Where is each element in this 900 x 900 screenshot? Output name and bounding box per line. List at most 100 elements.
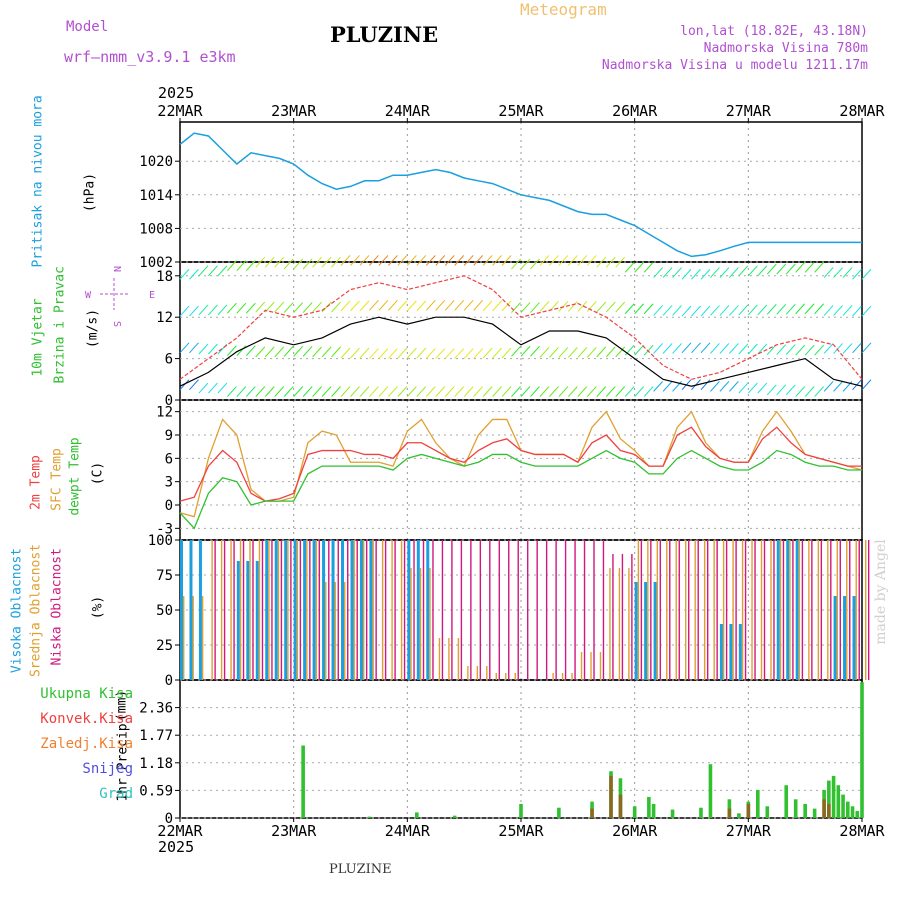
cloud-mid-bar: [400, 540, 403, 680]
wind-barb: [511, 258, 521, 270]
cloud-mid-bar: [675, 540, 677, 680]
precip-ytick-label: 1.77: [139, 728, 173, 744]
wind-barb: [558, 347, 569, 358]
cloud-high-bar: [246, 561, 250, 680]
cloud-mid-bar: [741, 540, 744, 680]
precip-conv-bar: [746, 803, 751, 818]
wind-barb: [567, 301, 578, 312]
wind-barb: [331, 301, 341, 313]
wind-barb: [217, 382, 228, 394]
cloud-low-bar: [725, 540, 728, 680]
cloud-low-bar: [233, 540, 235, 680]
cloud-low-bar: [403, 540, 406, 680]
cloud-low-bar: [384, 540, 387, 680]
wind-barb: [321, 346, 332, 358]
wind-barb: [283, 386, 294, 397]
cloud-low-bar: [498, 540, 500, 680]
cloud-mid-bar: [685, 540, 687, 680]
cloud-ytick-label: 0: [165, 673, 173, 689]
wind-barb: [293, 345, 304, 357]
wind-barb: [236, 386, 247, 397]
wind-barb: [321, 256, 332, 268]
cloud-low-bar: [706, 540, 709, 680]
cloud-low-bar: [593, 540, 595, 680]
precip-conv-bar: [822, 799, 826, 818]
wind-barb: [823, 305, 834, 316]
wind-barb: [719, 381, 730, 392]
wind-barb: [198, 265, 209, 277]
cloud-low-bar: [820, 540, 823, 680]
wind-barb: [208, 304, 218, 316]
precip-total-bar: [784, 785, 789, 818]
wind-barb: [530, 258, 540, 270]
cloud-mid-bar: [798, 540, 801, 680]
cloud-mid-bar: [590, 652, 592, 680]
wind-barb: [283, 345, 294, 357]
wind-barb: [823, 267, 834, 278]
precip-total-bar: [651, 803, 656, 818]
wind-barb: [615, 386, 626, 397]
wind-barb: [293, 386, 304, 397]
wind-barb: [501, 347, 512, 359]
model-altitude-text: Nadmorska Visina u modelu 1211.17m: [601, 58, 868, 73]
wind-barb: [255, 346, 266, 358]
wind-barb: [852, 305, 862, 317]
wind-barb: [397, 386, 408, 397]
cloud-mid-bar: [277, 540, 280, 680]
cloud-mid-bar: [836, 540, 838, 680]
precip-total-bar: [415, 812, 419, 818]
wind-barb: [567, 255, 578, 266]
wind-barb: [406, 255, 417, 266]
cloud-low-bar: [489, 540, 491, 680]
wind-barb: [444, 386, 455, 397]
cloud-low-bar: [631, 554, 633, 680]
wind-barb: [226, 386, 237, 397]
wind-barb: [567, 386, 578, 397]
cloud-mid-bar: [855, 540, 857, 680]
wind-barb: [567, 347, 578, 358]
time-label-top: 23MAR: [271, 102, 317, 120]
precip-conv-bar: [609, 775, 613, 818]
wind-barb: [530, 302, 540, 313]
wind-barb: [245, 302, 256, 314]
cloud-mid-bar: [580, 652, 583, 680]
wind-barb: [463, 386, 474, 397]
wind-barb: [539, 386, 550, 397]
wind-barb: [624, 303, 635, 315]
cloud-mid-bar: [609, 568, 611, 680]
wind-barb: [615, 346, 626, 358]
wind-barb: [691, 342, 701, 354]
station-title: PLUZINE: [330, 22, 439, 47]
cloud-mid-bar: [419, 568, 422, 680]
time-label-top: 24MAR: [385, 102, 431, 120]
wind-barb: [321, 301, 332, 313]
precip-conv-bar: [618, 794, 623, 818]
wind-barb: [388, 255, 398, 266]
wind-barb: [643, 262, 654, 273]
wind-barb: [511, 302, 521, 313]
cloud-mid-bar: [514, 673, 516, 680]
cloud-mid-bar: [808, 540, 810, 680]
cloud-low-bar: [299, 540, 302, 680]
wind-barb: [425, 255, 436, 266]
cloud-low-bar: [214, 540, 216, 680]
wind-barb: [539, 301, 550, 312]
cloud-low-bar: [545, 540, 548, 680]
wind-barb: [757, 343, 768, 355]
cloud-mid-bar: [722, 540, 725, 680]
wind-barb: [710, 343, 720, 354]
cloud-high-bar: [426, 540, 430, 680]
time-label-bottom: 23MAR: [271, 822, 317, 840]
wind-barb: [312, 256, 322, 268]
wind-barb: [577, 347, 588, 358]
wind-barb: [312, 301, 322, 313]
wind-barb: [302, 258, 313, 270]
wind-barb: [302, 386, 313, 397]
cloud-mid-bar: [703, 540, 706, 680]
wind-barb: [624, 344, 635, 356]
cloud-low-bar: [612, 554, 614, 680]
wind-barb: [312, 386, 322, 397]
wind-barb: [236, 260, 247, 271]
wind-barb: [757, 265, 768, 277]
precip-ytick-label: 0.59: [139, 783, 173, 799]
